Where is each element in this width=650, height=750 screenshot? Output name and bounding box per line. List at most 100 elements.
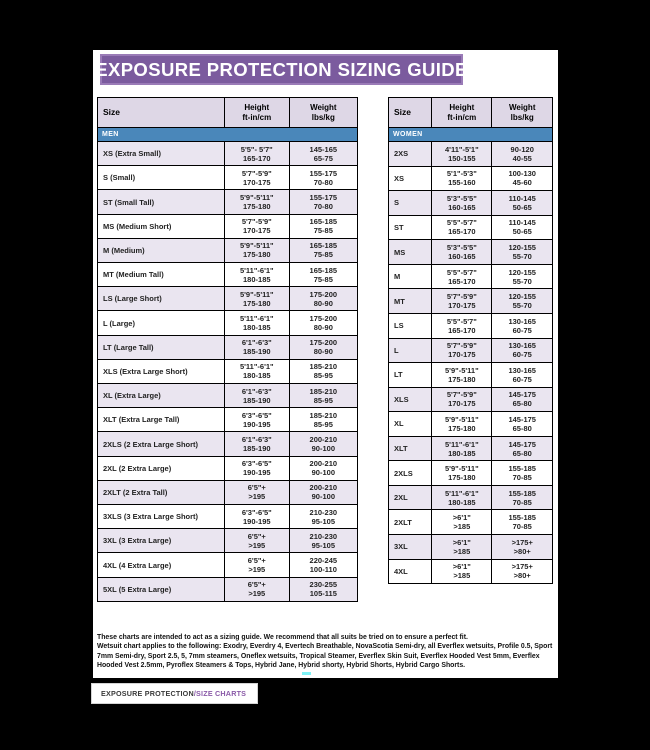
table-row: 3XLS (3 Extra Large Short) 6'3"-6'5" 190-1…: [98, 505, 357, 530]
size-cell: 2XL (2 Extra Large): [98, 456, 225, 480]
height-cell: 5'1"-5'3" 155-160: [432, 166, 493, 191]
height-cell: 6'5"+ >195: [225, 553, 290, 577]
table-row: MS 5'3"-5'5" 160-165 120-155 55-70: [389, 240, 552, 265]
table-row: MT (Medium Tall) 5'11"-6'1" 180-185 165-185…: [98, 263, 357, 288]
table-row: 2XLS (2 Extra Large Short) 6'1"-6'3" 185-1…: [98, 432, 357, 457]
size-cell: LT (Large Tall): [98, 335, 225, 359]
men-sizing-table: Size Height ft-in/cm Weight lbs/kg MEN X…: [97, 97, 358, 602]
table-row: 2XS 4'11"-5'1" 150-155 90-120 40-55: [389, 142, 552, 167]
weight-cell: 185-210 85-95: [309, 386, 338, 405]
height-cell: 5'7"-5'9" 170-175: [432, 289, 493, 313]
column-header-height: Height ft-in/cm: [225, 98, 290, 127]
size-cell: ST: [389, 215, 433, 240]
height-cell: 5'5"-5'7" 165-170: [432, 313, 493, 338]
height-cell: 5'9"-5'11" 175-180: [432, 363, 493, 387]
height-cell: 4'11"-5'1" 150-155: [432, 142, 493, 166]
table-row: XLT 5'11"-6'1" 180-185 145-175 65-80: [389, 436, 552, 462]
height-cell: 6'3"-6'5" 190-195: [225, 505, 290, 529]
height-cell: 5'11"-6'1" 180-185: [432, 485, 493, 510]
height-cell: 5'9"-5'11" 175-180: [432, 412, 493, 436]
weight-cell: 185-210 85-95: [309, 410, 338, 429]
size-cell: XS (Extra Small): [98, 142, 225, 166]
size-cell: 5XL (5 Extra Large): [98, 577, 225, 601]
table-row: MS (Medium Short) 5'7"-5'9" 170-175 165-185…: [98, 214, 357, 239]
weight-cell: 145-175 65-80: [508, 439, 536, 458]
height-cell: 6'5"+ >195: [225, 529, 290, 553]
weight-cell: 230-255 105-115: [309, 580, 338, 599]
weight-cell: 155-175 70-80: [309, 168, 338, 187]
height-cell: 5'5"-5'7" 165-170: [432, 264, 493, 289]
height-cell: 6'5"+ >195: [225, 480, 290, 505]
height-cell: 5'7"-5'9" 170-175: [225, 214, 290, 238]
footnote-line-1: These charts are intended to act as a si…: [97, 634, 468, 641]
table-row: LS (Large Short) 5'9"-5'11" 175-180 175-200…: [98, 287, 357, 312]
men-table-header: Size Height ft-in/cm Weight lbs/kg: [98, 98, 357, 128]
size-cell: 3XL: [389, 535, 433, 559]
height-cell: >6'1" >185: [432, 510, 493, 534]
weight-cell: 200-210 90-100: [309, 483, 338, 502]
breadcrumb-subsection: /SIZE CHARTS: [193, 689, 247, 698]
weight-cell: 90-120 40-55: [510, 144, 534, 163]
height-cell: 6'3"-6'5" 190-195: [225, 408, 290, 432]
weight-cell: 165-185 75-85: [309, 265, 338, 284]
table-row: XS 5'1"-5'3" 155-160 100-130 45-60: [389, 166, 552, 192]
size-cell: L (Large): [98, 311, 225, 335]
table-row: XLS (Extra Large Short) 5'11"-6'1" 180-185…: [98, 359, 357, 385]
weight-cell: 145-165 65-75: [309, 144, 338, 163]
height-cell: 5'3"-5'5" 160-165: [432, 191, 493, 215]
table-row: 2XLS 5'9"-5'11" 175-180 155-185 70-85: [389, 461, 552, 486]
table-row: XL (Extra Large) 6'1"-6'3" 185-190 185-210 8…: [98, 384, 357, 409]
height-cell: 5'11"-6'1" 180-185: [225, 359, 290, 384]
height-cell: 5'11"-6'1" 180-185: [225, 311, 290, 335]
weight-cell: 200-210 90-100: [309, 435, 338, 454]
size-cell: MS (Medium Short): [98, 214, 225, 238]
weight-cell: 110-145 50-65: [508, 218, 536, 237]
weight-cell: 120-155 55-70: [508, 292, 536, 311]
size-cell: S (Small): [98, 166, 225, 190]
table-row: 5XL (5 Extra Large) 6'5"+ >195 230-255 105-1…: [98, 577, 357, 601]
size-cell: 3XL (3 Extra Large): [98, 529, 225, 553]
height-cell: 6'1"-6'3" 185-190: [225, 335, 290, 359]
height-cell: 5'5"-5'7" 165-170: [432, 215, 493, 240]
weight-cell: 145-175 65-80: [508, 390, 536, 409]
size-cell: 3XLS (3 Extra Large Short): [98, 505, 225, 529]
table-row: 3XL >6'1" >185 >175+ >80+: [389, 535, 552, 560]
weight-cell: 120-155 55-70: [508, 267, 536, 286]
weight-cell: 120-155 55-70: [508, 243, 536, 262]
table-row: XLS 5'7"-5'9" 170-175 145-175 65-80: [389, 387, 552, 413]
women-group-label: WOMEN: [389, 128, 552, 142]
weight-cell: 155-185 70-85: [508, 513, 536, 532]
height-cell: 5'9"-5'11" 175-180: [225, 287, 290, 311]
size-cell: MS: [389, 240, 433, 264]
men-group-label: MEN: [98, 128, 357, 142]
footnote: These charts are intended to act as a si…: [97, 633, 558, 671]
size-cell: XLS (Extra Large Short): [98, 359, 225, 384]
weight-cell: 175-200 80-90: [309, 314, 338, 333]
size-cell: 2XLS: [389, 461, 433, 485]
height-cell: 5'3"-5'5" 160-165: [432, 240, 493, 264]
table-row: XL 5'9"-5'11" 175-180 145-175 65-80: [389, 412, 552, 437]
table-row: XLT (Extra Large Tall) 6'3"-6'5" 190-195 18…: [98, 408, 357, 433]
table-row: MT 5'7"-5'9" 170-175 120-155 55-70: [389, 289, 552, 314]
table-row: L 5'7"-5'9" 170-175 130-165 60-75: [389, 338, 552, 364]
size-cell: ST (Small Tall): [98, 190, 225, 214]
table-row: ST 5'5"-5'7" 165-170 110-145 50-65: [389, 215, 552, 241]
size-cell: 4XL (4 Extra Large): [98, 553, 225, 577]
table-row: 2XLT (2 Extra Tall) 6'5"+ >195 200-210 90-10…: [98, 480, 357, 506]
cyan-artifact: [302, 672, 311, 675]
size-cell: XL: [389, 412, 433, 436]
weight-cell: 210-230 95-105: [309, 531, 338, 550]
table-row: LS 5'5"-5'7" 165-170 130-165 60-75: [389, 313, 552, 339]
breadcrumb-tab[interactable]: EXPOSURE PROTECTION/SIZE CHARTS: [91, 683, 258, 704]
weight-cell: >175+ >80+: [511, 537, 533, 556]
table-row: 4XL >6'1" >185 >175+ >80+: [389, 559, 552, 584]
size-cell: S: [389, 191, 433, 215]
height-cell: 5'9"-5'11" 175-180: [225, 190, 290, 214]
column-header-weight: Weight lbs/kg: [310, 103, 337, 122]
height-cell: 6'1"-6'3" 185-190: [225, 432, 290, 456]
size-cell: MT: [389, 289, 433, 313]
size-cell: M (Medium): [98, 238, 225, 263]
table-row: 4XL (4 Extra Large) 6'5"+ >195 220-245 100-1…: [98, 553, 357, 578]
height-cell: >6'1" >185: [432, 559, 493, 584]
